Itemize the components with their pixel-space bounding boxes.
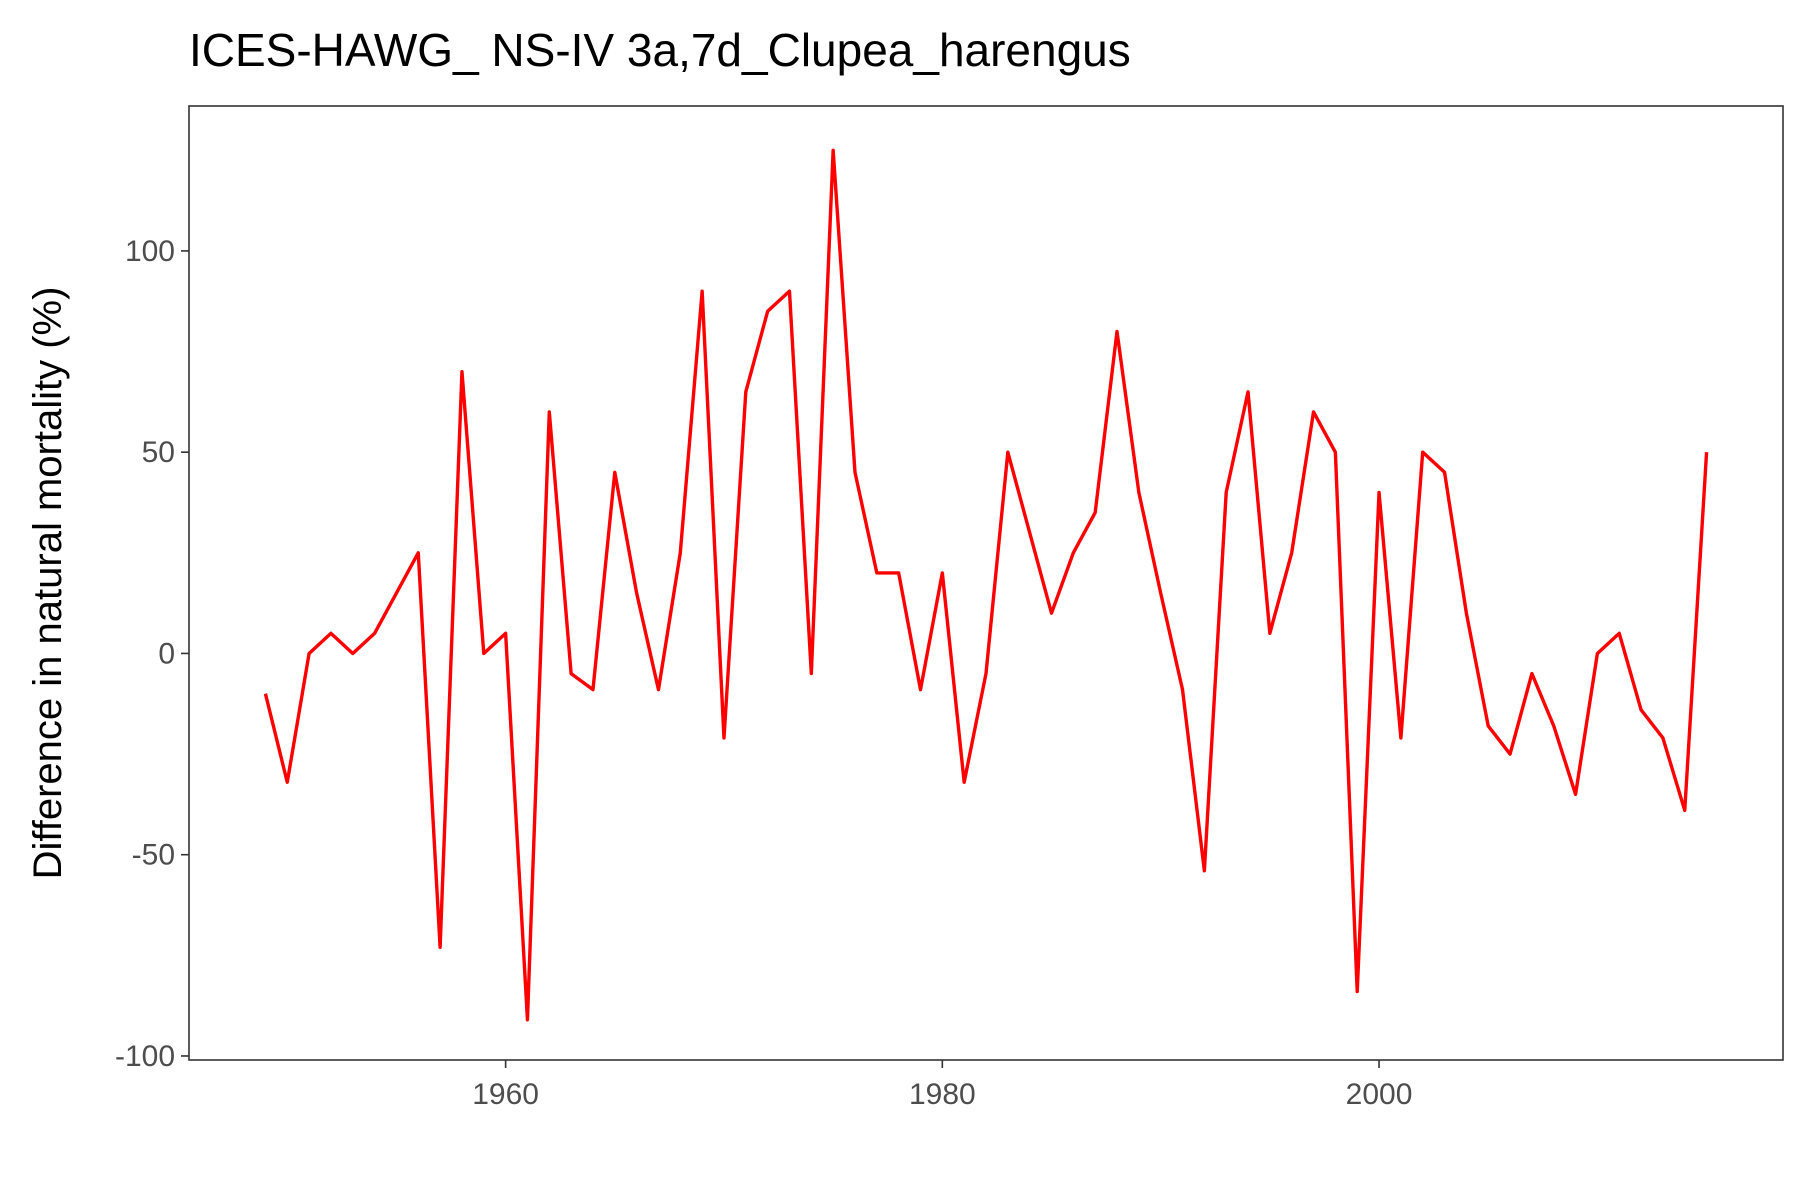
y-tick-label: -100 (115, 1040, 175, 1073)
series-layer (263, 148, 1709, 1022)
x-axis: 1960 1980 2000 (472, 1060, 1412, 1111)
y-tick-label: 0 (158, 637, 175, 670)
y-axis: -100 -50 0 50 100 (115, 235, 189, 1073)
plot-panel (188, 105, 1784, 1061)
x-tick-label: 2000 (1346, 1078, 1413, 1111)
chart-title: ICES-HAWG_ NS-IV 3a,7d_Clupea_harengus (189, 24, 1131, 76)
series-line (263, 148, 1709, 1022)
y-axis-title: Difference in natural mortality (%) (26, 287, 70, 880)
x-tick-label: 1980 (909, 1078, 976, 1111)
y-tick-label: 100 (125, 235, 175, 268)
y-tick-label: 50 (142, 436, 175, 469)
y-tick-label: -50 (132, 839, 175, 872)
x-tick-label: 1960 (472, 1078, 539, 1111)
